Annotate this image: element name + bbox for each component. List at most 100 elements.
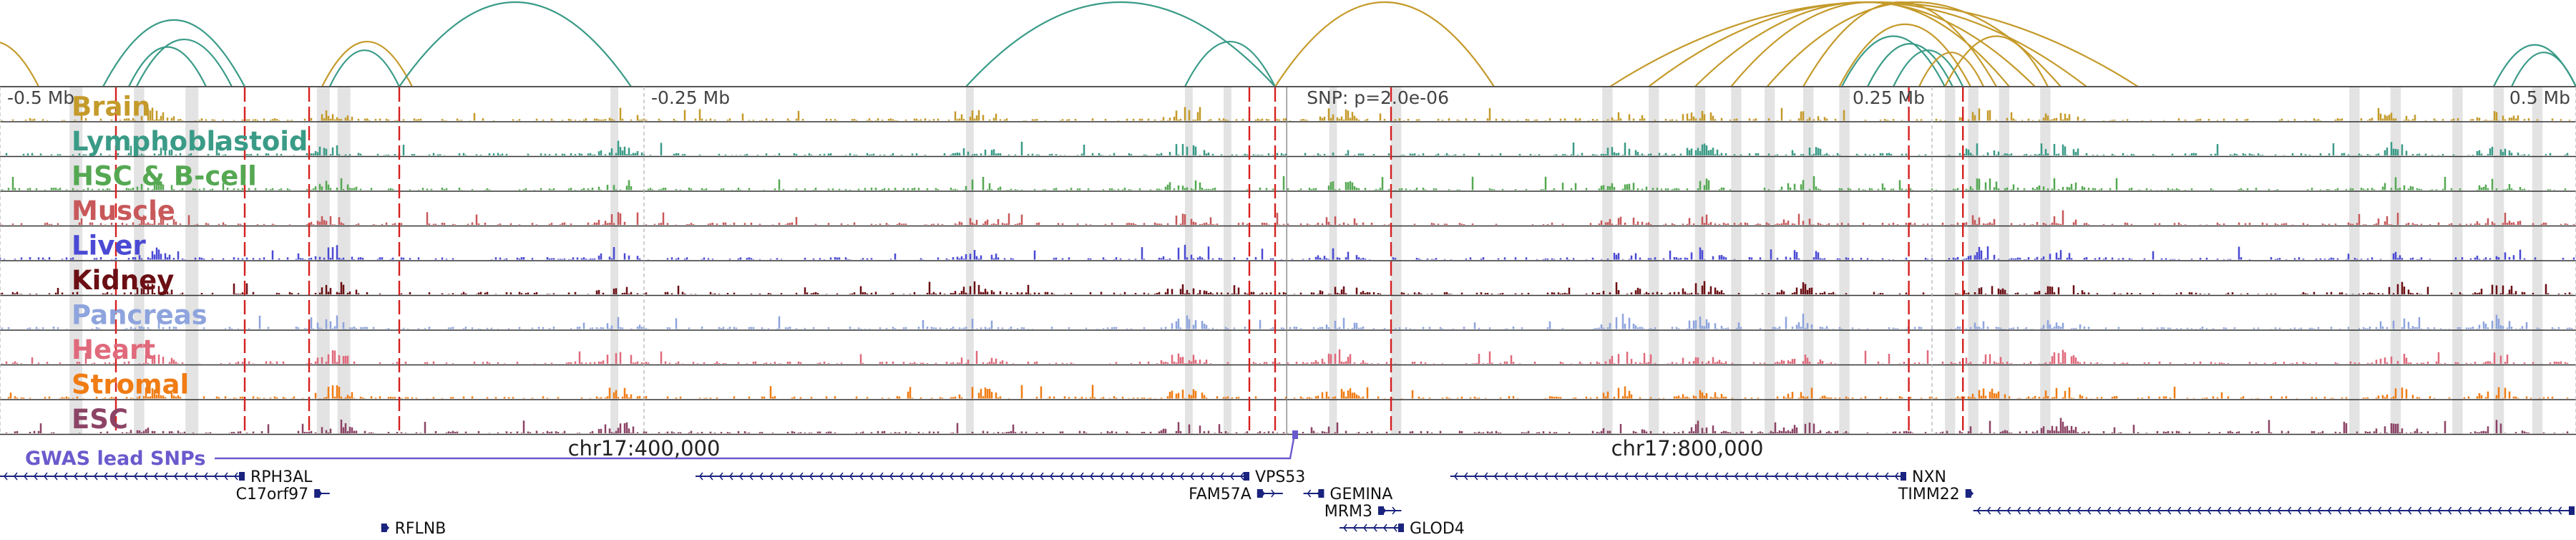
- gene-label: TIMM22: [1898, 486, 1960, 503]
- loop-arc: [328, 49, 400, 87]
- coordinate-label: chr17:400,000: [568, 436, 721, 461]
- snp-marker: SNP: p=2.0e-06: [1286, 87, 1449, 435]
- loop-arc: [1893, 49, 1964, 87]
- loop-arc: [1867, 43, 1953, 87]
- loop-arc: [1944, 35, 2049, 87]
- track-heart: [0, 349, 2576, 366]
- gene-label: MRM3: [1324, 503, 1372, 521]
- gene-strand-arrows: [1976, 506, 2572, 515]
- gene-label: GLOD4: [1410, 520, 1465, 537]
- gene-exon: [1318, 489, 1324, 498]
- loop-arc: [1838, 23, 1971, 87]
- track-label: ESC: [72, 404, 128, 435]
- axis-tick-label: 0.25 Mb: [1853, 87, 1925, 108]
- track-signal: [1, 349, 2569, 364]
- track-label: Liver: [72, 231, 146, 261]
- gene-exon: [1965, 489, 1971, 498]
- gene-glod4: GLOD4: [1340, 520, 1465, 538]
- track-label: Brain: [72, 92, 150, 122]
- track-signal: [1, 313, 2573, 329]
- track-hsc-b-cell: [0, 175, 2576, 192]
- gene-label: FAM57A: [1189, 486, 1252, 503]
- track-pancreas: [0, 313, 2576, 331]
- track-stromal: [0, 385, 2576, 400]
- gene-strand-arrows: [698, 472, 1244, 481]
- coordinate-labels: chr17:400,000 chr17:800,000: [568, 436, 1764, 461]
- track-signal: [5, 140, 2569, 155]
- gene-strand-arrows: [1342, 524, 1397, 532]
- gene-exon: [1244, 472, 1249, 481]
- loop-arc: [0, 42, 39, 87]
- loop-arc: [321, 40, 413, 87]
- track-signal: [1, 175, 2567, 191]
- snp-label: SNP: p=2.0e-06: [1307, 87, 1449, 108]
- loop-arc: [1841, 35, 1946, 87]
- gene-c17orf97: C17orf97: [236, 486, 330, 503]
- track-esc: [0, 418, 2576, 435]
- gene-rph3al: RPH3AL: [0, 468, 313, 486]
- gene-exon: [381, 524, 387, 532]
- gene-mrm3: MRM3: [1324, 503, 1402, 521]
- axis-tick-label: -0.5 Mb: [7, 87, 74, 108]
- gene-label: GEMINA: [1330, 486, 1392, 503]
- coordinate-label: chr17:800,000: [1611, 436, 1764, 461]
- gene-exon: [1398, 524, 1404, 532]
- gene-exon: [239, 472, 245, 481]
- track-signal: [0, 385, 2569, 399]
- gene-exon: [1257, 489, 1263, 498]
- gene-label: NXN: [1912, 468, 1946, 486]
- axis: -0.5 Mb -0.25 Mb 0.25 Mb 0.5 Mb: [0, 86, 2576, 435]
- loop-arc: [2511, 52, 2576, 87]
- loop-arc: [102, 19, 245, 87]
- track-label: Muscle: [72, 196, 175, 226]
- gene-nxn: NXN: [1450, 468, 1946, 486]
- track-signal: [5, 418, 2569, 433]
- track-signal: [1, 107, 2571, 121]
- gwas-snp-mark: [1292, 430, 1298, 439]
- track-label: Heart: [72, 334, 155, 365]
- gwas-connector: [215, 434, 1296, 460]
- loop-arc: [135, 38, 233, 87]
- gene-rflnb: RFLNB: [381, 520, 447, 538]
- track-signal: [0, 244, 2575, 260]
- gene-fam57a: FAM57A: [1189, 486, 1283, 503]
- track-label: Lymphoblastoid: [72, 126, 308, 157]
- loop-arc: [965, 1, 1276, 87]
- gwas-track-label: GWAS lead SNPs: [25, 448, 205, 470]
- track-muscle: [0, 210, 2576, 227]
- gene-strand-arrows: [3, 472, 238, 481]
- gene-label: VPS53: [1255, 468, 1305, 486]
- track-liver: [0, 244, 2576, 261]
- track-lymphoblastoid: [0, 140, 2576, 158]
- gene-label: RPH3AL: [250, 468, 313, 486]
- axis-tick-label: 0.5 Mb: [2509, 87, 2570, 108]
- loop-arc: [1184, 40, 1276, 87]
- axis-tick-label: -0.25 Mb: [651, 87, 730, 108]
- loop-arc: [399, 1, 632, 87]
- gene-label: RFLNB: [395, 520, 447, 537]
- track-labels: Brain Lymphoblastoid HSC & B-cell Muscle Liv…: [72, 92, 308, 435]
- gene-exon: [1901, 472, 1906, 481]
- chromatin-loops: [0, 1, 2576, 87]
- loop-arc: [1274, 1, 1495, 87]
- gene-gemina: GEMINA: [1303, 486, 1392, 503]
- track-brain: [0, 107, 2576, 122]
- track-signal: [0, 281, 2573, 294]
- gwas-track: GWAS lead SNPs: [25, 430, 1298, 470]
- track-label: HSC & B-cell: [72, 161, 257, 192]
- gene-abr: ABR: [1973, 506, 2575, 515]
- gene-exon: [1378, 506, 1384, 515]
- loop-arc: [1918, 52, 1984, 87]
- loop-arc: [1802, 1, 1997, 87]
- track-label: Stromal: [72, 370, 189, 400]
- track-kidney: [0, 281, 2576, 296]
- track-label: Pancreas: [72, 300, 208, 331]
- track-signal: [0, 210, 2575, 225]
- track-label: Kidney: [72, 265, 174, 296]
- loop-arc: [1694, 1, 2036, 87]
- loop-arc: [128, 46, 207, 87]
- gene-vps53: VPS53: [696, 468, 1305, 486]
